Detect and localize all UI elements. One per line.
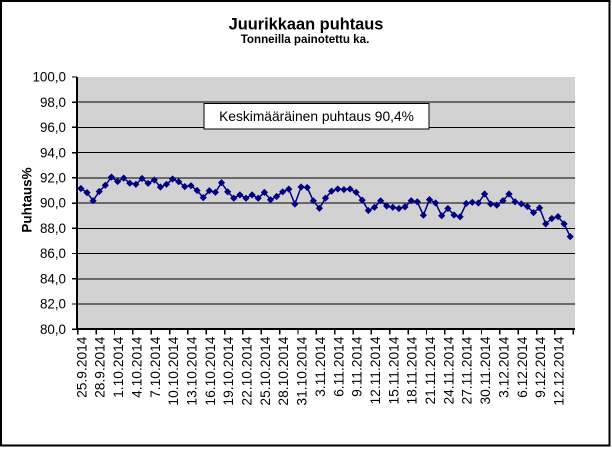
svg-text:88,0: 88,0 <box>40 221 66 236</box>
svg-text:3.11.2014: 3.11.2014 <box>313 336 328 397</box>
svg-text:86,0: 86,0 <box>40 246 66 261</box>
svg-text:Keskimääräinen puhtaus 90,4%: Keskimääräinen puhtaus 90,4% <box>219 109 414 124</box>
svg-text:16.10.2014: 16.10.2014 <box>203 336 218 405</box>
svg-text:12.12.2014: 12.12.2014 <box>552 336 567 405</box>
svg-text:94,0: 94,0 <box>40 145 66 160</box>
svg-text:25.9.2014: 25.9.2014 <box>74 336 89 398</box>
svg-text:19.10.2014: 19.10.2014 <box>221 336 236 405</box>
svg-text:13.10.2014: 13.10.2014 <box>185 336 200 405</box>
svg-text:18.11.2014: 18.11.2014 <box>405 336 420 404</box>
svg-text:21.11.2014: 21.11.2014 <box>423 336 438 404</box>
svg-text:1.10.2014: 1.10.2014 <box>111 336 126 398</box>
svg-text:9.12.2014: 9.12.2014 <box>533 336 548 398</box>
svg-text:12.11.2014: 12.11.2014 <box>368 336 383 404</box>
svg-text:10.10.2014: 10.10.2014 <box>166 336 181 405</box>
svg-text:25.10.2014: 25.10.2014 <box>258 336 273 405</box>
svg-text:98,0: 98,0 <box>40 95 66 110</box>
svg-text:9.11.2014: 9.11.2014 <box>350 336 365 397</box>
svg-text:Puhtaus%: Puhtaus% <box>20 167 35 232</box>
svg-text:31.10.2014: 31.10.2014 <box>295 336 310 405</box>
svg-text:22.10.2014: 22.10.2014 <box>240 336 255 405</box>
svg-text:28.10.2014: 28.10.2014 <box>276 336 291 405</box>
svg-text:4.10.2014: 4.10.2014 <box>129 336 144 398</box>
svg-text:6.12.2014: 6.12.2014 <box>515 336 530 398</box>
svg-text:24.11.2014: 24.11.2014 <box>441 336 456 404</box>
svg-text:3.12.2014: 3.12.2014 <box>496 336 511 398</box>
svg-text:Juurikkaan puhtaus: Juurikkaan puhtaus <box>229 16 384 34</box>
svg-text:84,0: 84,0 <box>40 271 66 286</box>
svg-text:15.11.2014: 15.11.2014 <box>386 336 401 404</box>
svg-text:Tonneilla painotettu ka.: Tonneilla painotettu ka. <box>241 33 370 46</box>
svg-text:100,0: 100,0 <box>32 70 66 85</box>
svg-text:27.11.2014: 27.11.2014 <box>460 336 475 404</box>
svg-text:90,0: 90,0 <box>40 196 66 211</box>
svg-text:7.10.2014: 7.10.2014 <box>148 336 163 398</box>
svg-text:6.11.2014: 6.11.2014 <box>331 336 346 397</box>
svg-text:82,0: 82,0 <box>40 297 66 312</box>
svg-text:28.9.2014: 28.9.2014 <box>93 336 108 398</box>
svg-text:96,0: 96,0 <box>40 120 66 135</box>
svg-text:92,0: 92,0 <box>40 171 66 186</box>
svg-text:80,0: 80,0 <box>40 322 66 337</box>
svg-text:30.11.2014: 30.11.2014 <box>478 336 493 404</box>
